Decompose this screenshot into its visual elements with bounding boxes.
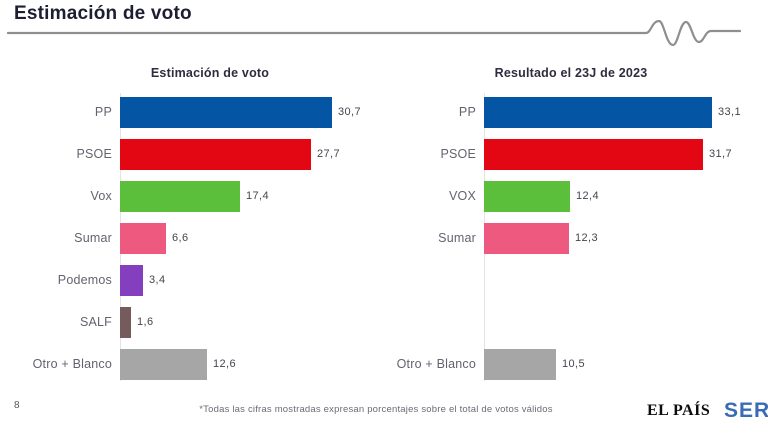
chart-row: SALF 1,6: [0, 301, 376, 343]
bar-area: 12,3: [484, 222, 599, 254]
category-label: PSOE: [440, 147, 476, 161]
page-number: 8: [14, 400, 20, 411]
chart-row: Vox 17,4: [0, 175, 376, 217]
bar-vox: [120, 180, 240, 212]
bar-otro-blanco: [120, 348, 207, 380]
bar-value-label: 1,6: [137, 316, 154, 328]
bar-area: 31,7: [484, 138, 733, 170]
bar-area: 1,6: [120, 306, 154, 338]
category-label: VOX: [449, 189, 476, 203]
ser-logo: SER: [724, 399, 768, 422]
bar-value-label: 33,1: [718, 106, 742, 118]
bar-value-label: 30,7: [338, 106, 362, 118]
bar-value-label: 12,4: [576, 190, 600, 202]
chart-row: Otro + Blanco 12,6: [0, 343, 376, 385]
bar-area: 6,6: [120, 222, 189, 254]
bar-area: 12,4: [484, 180, 600, 212]
bar-value-label: 12,3: [575, 232, 599, 244]
bar-psoe: [484, 138, 703, 170]
elpais-logo: EL PAÍS: [647, 402, 711, 419]
bar-otro-blanco: [484, 348, 556, 380]
category-label: SALF: [79, 315, 112, 329]
bar-psoe: [120, 138, 311, 170]
bar-sumar: [120, 222, 166, 254]
bar-value-label: 10,5: [562, 358, 586, 370]
bar-area: 10,5: [484, 348, 586, 380]
category-label: PP: [94, 105, 112, 119]
bar-value-label: 17,4: [246, 190, 270, 202]
chart-title: Resultado el 23J de 2023: [494, 66, 648, 80]
bar-vox: [484, 180, 570, 212]
category-label: Otro + Blanco: [32, 357, 112, 371]
category-label: PSOE: [76, 147, 112, 161]
bar-value-label: 31,7: [709, 148, 733, 160]
wave-divider-icon: [6, 20, 742, 47]
bar-value-label: 27,7: [317, 148, 341, 160]
bar-area: 3,4: [120, 264, 166, 296]
chart-rows: PP 30,7 PSOE 27,7 Vox 17,4 Sumar 6,6 Podemos 3,4 S…: [0, 91, 376, 385]
bar-podemos: [120, 264, 143, 296]
bar-area: 30,7: [120, 96, 362, 128]
category-label: Podemos: [57, 273, 112, 287]
footnote: *Todas las cifras mostradas expresan por…: [199, 404, 553, 415]
bar-area: 27,7: [120, 138, 341, 170]
category-label: Sumar: [74, 231, 112, 245]
chart-estimacion: Estimación de voto PP 30,7 PSOE 27,7 Vox 17,4…: [0, 60, 376, 400]
page-title: Estimación de voto: [14, 3, 192, 24]
chart-row: Sumar 12,3: [364, 217, 768, 259]
category-label: PP: [458, 105, 476, 119]
bar-area: 33,1: [484, 96, 742, 128]
category-label: Sumar: [438, 231, 476, 245]
bar-pp: [120, 96, 332, 128]
chart-row: PSOE 27,7: [0, 133, 376, 175]
bar-value-label: 6,6: [172, 232, 189, 244]
chart-row: Podemos 3,4: [0, 259, 376, 301]
chart-rows: PP 33,1 PSOE 31,7 VOX 12,4 Sumar 12,3 Otro + Bla…: [364, 91, 768, 385]
chart-row: PP 30,7: [0, 91, 376, 133]
bar-area: 12,6: [120, 348, 237, 380]
chart-row: PSOE 31,7: [364, 133, 768, 175]
charts-area: Estimación de voto PP 30,7 PSOE 27,7 Vox 17,4…: [0, 60, 768, 400]
chart-row: [364, 259, 768, 301]
category-label: Vox: [90, 189, 112, 203]
chart-resultado-23j: Resultado el 23J de 2023 PP 33,1 PSOE 31,7 V…: [364, 60, 768, 400]
bar-value-label: 3,4: [149, 274, 166, 286]
category-label: Otro + Blanco: [396, 357, 476, 371]
chart-row: [364, 301, 768, 343]
chart-row: PP 33,1: [364, 91, 768, 133]
chart-row: Otro + Blanco 10,5: [364, 343, 768, 385]
chart-row: VOX 12,4: [364, 175, 768, 217]
bar-area: 17,4: [120, 180, 270, 212]
chart-row: Sumar 6,6: [0, 217, 376, 259]
bar-pp: [484, 96, 712, 128]
bar-value-label: 12,6: [213, 358, 237, 370]
bar-sumar: [484, 222, 569, 254]
chart-title: Estimación de voto: [150, 66, 270, 80]
bar-salf: [120, 306, 131, 338]
